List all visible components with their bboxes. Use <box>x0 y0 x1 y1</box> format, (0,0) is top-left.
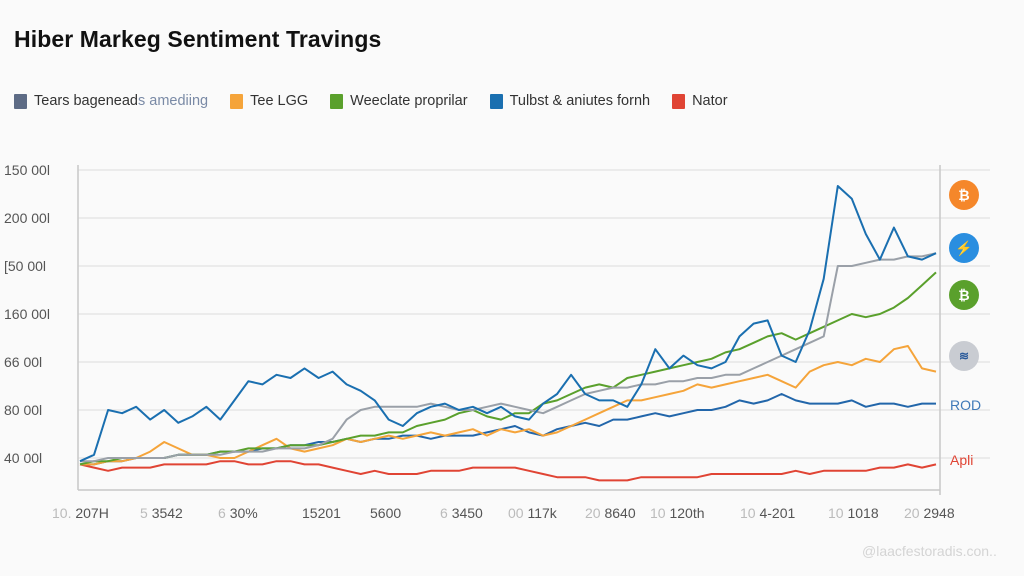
x-tick-label: 10. 207H <box>52 505 109 521</box>
x-tick-label: 00 117k <box>508 505 557 521</box>
gray-token-icon: ≋ <box>949 341 979 371</box>
x-tick-label: 5 3542 <box>140 505 183 521</box>
legend-label: Tears bagenead <box>34 93 138 109</box>
series-line <box>79 460 937 482</box>
legend-swatch <box>230 93 244 109</box>
y-tick-label: 150 00l <box>4 162 50 178</box>
legend-item[interactable]: Tears bagenead s amediing <box>14 93 208 109</box>
x-tick-label: 10 4-201 <box>740 505 796 521</box>
series-line <box>79 185 937 463</box>
x-tick-label: 20 8640 <box>585 505 636 521</box>
right-series-label: Apli <box>950 452 974 468</box>
series-line <box>79 271 937 466</box>
legend-label: Weeclate proprilar <box>350 93 468 109</box>
series-line <box>80 345 937 466</box>
bitcoin-icon: ₿ <box>949 180 979 210</box>
x-tick-label: 10 1018 <box>828 505 879 521</box>
x-tick-label: 5600 <box>370 505 402 521</box>
legend-item[interactable]: Tee LGG <box>230 93 308 109</box>
blue-token-icon: ⚡ <box>949 233 979 263</box>
y-tick-label: 200 00l <box>4 210 50 226</box>
x-tick-label: 15201 <box>302 505 341 521</box>
watermark: @laacfestoradis.con.. <box>862 543 997 559</box>
right-series-label: ROD <box>950 397 982 413</box>
legend-label-suffix: s amediing <box>138 93 209 109</box>
green-token-icon: ₿ <box>949 280 979 310</box>
y-tick-label: 160 00l <box>4 306 50 322</box>
legend-item[interactable]: Nator <box>672 93 728 109</box>
y-tick-label: 66 00l <box>4 354 43 370</box>
legend-label: Nator <box>692 93 728 109</box>
legend-item[interactable]: Tulbst & aniutes fornh <box>489 93 651 109</box>
series-line <box>80 252 937 463</box>
x-tick-label: 6 3450 <box>440 505 483 521</box>
legend-swatch <box>330 93 344 109</box>
legend-label: Tee LGG <box>250 93 309 109</box>
y-tick-label: 40 00l <box>4 450 43 466</box>
legend: Tears bagenead s amediing Tee LGG Weeclate… <box>14 93 750 109</box>
x-tick-label: 10 120th <box>650 505 705 521</box>
legend-label: Tulbst & aniutes fornh <box>509 93 651 109</box>
chart-title: Hiber Markeg Sentiment Travings <box>14 26 382 52</box>
legend-swatch <box>672 93 686 109</box>
y-tick-label: [50 00l <box>4 258 47 274</box>
x-tick-label: 6 30% <box>218 505 258 521</box>
y-tick-label: 80 00l <box>4 402 43 418</box>
legend-swatch <box>14 93 27 109</box>
legend-item[interactable]: Weeclate proprilar <box>330 93 468 109</box>
x-tick-label: 20 2948 <box>904 505 955 521</box>
legend-swatch <box>489 93 503 109</box>
